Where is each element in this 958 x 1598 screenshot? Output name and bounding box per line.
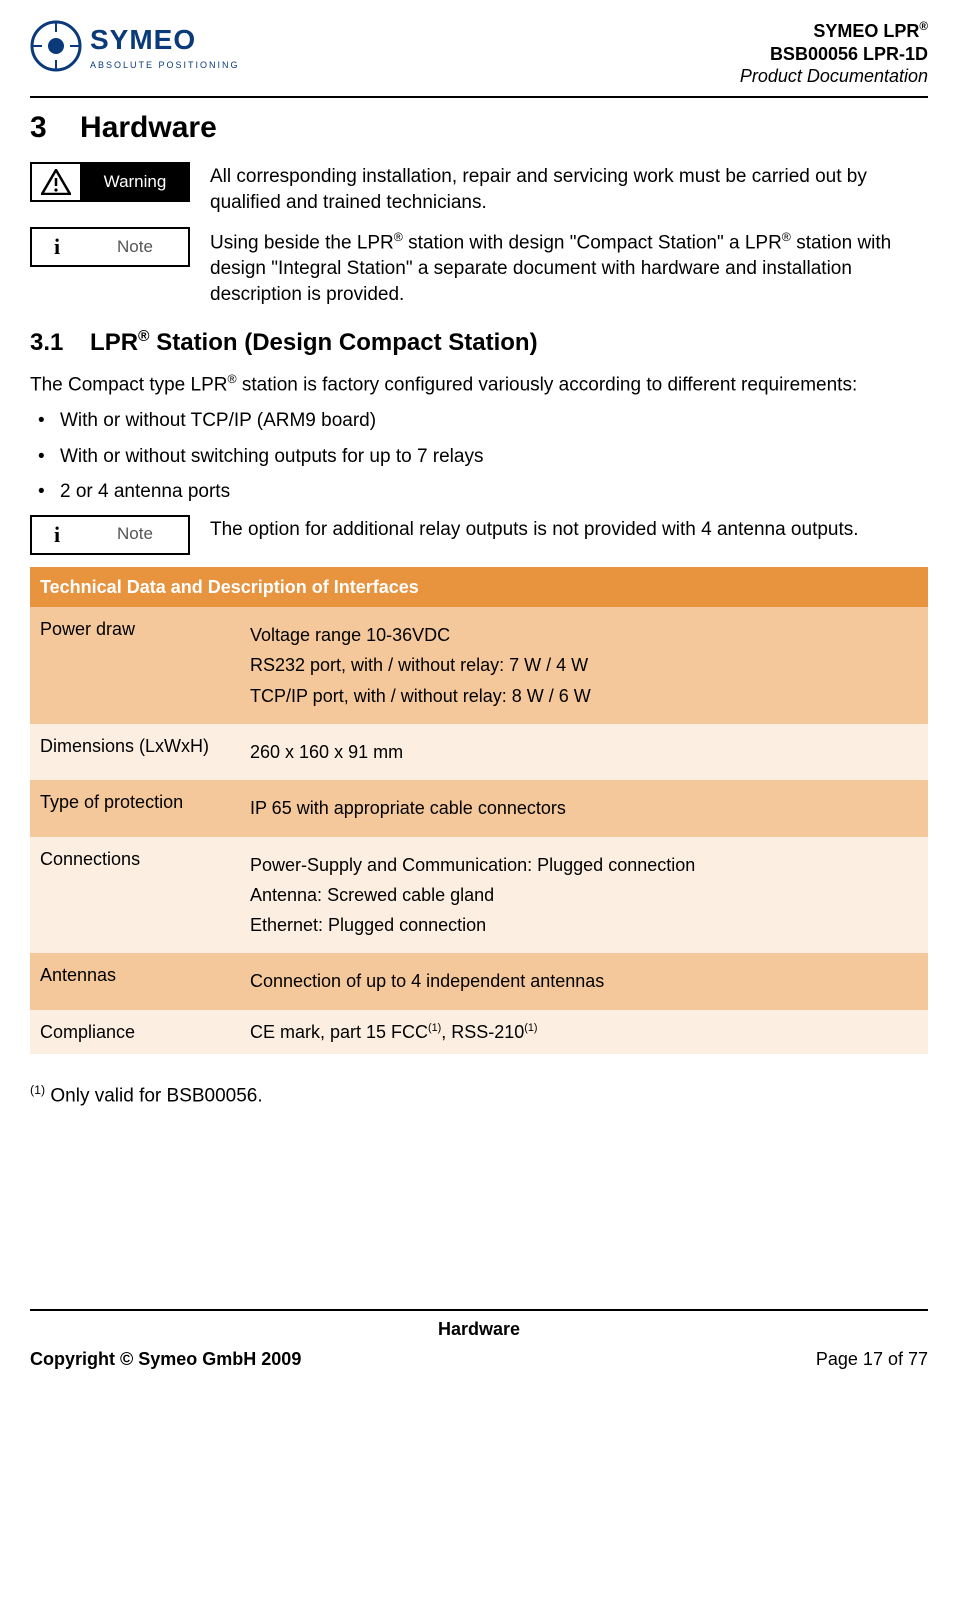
table-cell-line: Power-Supply and Communication: Plugged … (250, 853, 918, 877)
footer-section-name: Hardware (30, 1317, 928, 1341)
table-cell-label: Connections (30, 837, 240, 954)
table-cell-label: Type of protection (30, 780, 240, 836)
table-row: Dimensions (LxWxH) 260 x 160 x 91 mm (30, 724, 928, 780)
table-cell-value: CE mark, part 15 FCC(1), RSS-210(1) (240, 1010, 928, 1054)
footnote-sup: (1) (30, 1083, 45, 1097)
page-header: SYMEO ABSOLUTE POSITIONING SYMEO LPR® BS… (30, 20, 928, 98)
list-item: With or without switching outputs for up… (30, 444, 928, 470)
note-badge: i Note (30, 515, 190, 555)
warning-label: Warning (82, 164, 188, 200)
table-cell-label: Power draw (30, 607, 240, 724)
logo-icon (30, 20, 82, 72)
subsection-heading: 3.1 LPR® Station (Design Compact Station… (30, 326, 928, 359)
table-cell-line: Antenna: Screwed cable gland (250, 883, 918, 907)
table-cell-line: RS232 port, with / without relay: 7 W / … (250, 653, 918, 677)
info-icon: i (32, 517, 82, 553)
logo-title: SYMEO (90, 21, 240, 59)
intro-paragraph: The Compact type LPR® station is factory… (30, 371, 928, 398)
table-cell-line: Connection of up to 4 independent antenn… (250, 969, 918, 993)
table-cell-label: Antennas (30, 953, 240, 1009)
registered-icon: ® (138, 328, 150, 345)
warning-badge: Warning (30, 162, 190, 203)
logo: SYMEO ABSOLUTE POSITIONING (30, 20, 240, 72)
note-label: Note (82, 229, 188, 265)
list-item: With or without TCP/IP (ARM9 board) (30, 408, 928, 434)
logo-text: SYMEO ABSOLUTE POSITIONING (90, 21, 240, 71)
table-cell-label: Dimensions (LxWxH) (30, 724, 240, 780)
section-heading: 3 Hardware (30, 108, 928, 149)
table-cell-line: TCP/IP port, with / without relay: 8 W /… (250, 684, 918, 708)
header-doc-info: SYMEO LPR® BSB00056 LPR-1D Product Docum… (740, 20, 928, 88)
table-row: Connections Power-Supply and Communicatio… (30, 837, 928, 954)
table-row: Type of protection IP 65 with appropriate… (30, 780, 928, 836)
table-cell-value: 260 x 160 x 91 mm (240, 724, 928, 780)
section-title: Hardware (80, 111, 217, 144)
table-row: ComplianceCE mark, part 15 FCC(1), RSS-2… (30, 1010, 928, 1054)
technical-data-table: Technical Data and Description of Interf… (30, 567, 928, 1054)
registered-icon: ® (919, 20, 928, 33)
table-cell-line: Ethernet: Plugged connection (250, 913, 918, 937)
list-item: 2 or 4 antenna ports (30, 479, 928, 505)
table-body: Power draw Voltage range 10-36VDC RS232 po… (30, 607, 928, 1054)
note1-b: station with design "Compact Station" a … (403, 233, 782, 254)
table-cell-value: IP 65 with appropriate cable connectors (240, 780, 928, 836)
section-number: 3 (30, 111, 47, 144)
warning-callout: Warning All corresponding installation, … (30, 162, 928, 215)
footnote-text: Only valid for BSB00056. (45, 1085, 263, 1106)
intro-b: station is factory configured variously … (237, 374, 858, 395)
header-line3: Product Documentation (740, 65, 928, 88)
intro-a: The Compact type LPR (30, 374, 227, 395)
note-label: Note (82, 517, 188, 553)
copyright: Copyright © Symeo GmbH 2009 (30, 1347, 301, 1371)
warning-text: All corresponding installation, repair a… (210, 162, 928, 215)
footnote: (1) Only valid for BSB00056. (30, 1082, 928, 1109)
config-bullet-list: With or without TCP/IP (ARM9 board) With… (30, 408, 928, 505)
warning-triangle-icon (32, 164, 82, 200)
note1-a: Using beside the LPR (210, 233, 394, 254)
table-cell-line: Voltage range 10-36VDC (250, 623, 918, 647)
note2-text: The option for additional relay outputs … (210, 515, 928, 543)
note-badge: i Note (30, 227, 190, 267)
table-cell-line: 260 x 160 x 91 mm (250, 740, 918, 764)
table-cell-value: Voltage range 10-36VDC RS232 port, with /… (240, 607, 928, 724)
subsection-title-a: LPR (90, 329, 138, 356)
header-line2: BSB00056 LPR-1D (740, 43, 928, 66)
registered-icon: ® (394, 230, 403, 244)
header-line1: SYMEO LPR® (740, 20, 928, 43)
subsection-number: 3.1 (30, 329, 63, 356)
table-cell-value: Connection of up to 4 independent antenn… (240, 953, 928, 1009)
table-row: Power draw Voltage range 10-36VDC RS232 po… (30, 607, 928, 724)
logo-subtitle: ABSOLUTE POSITIONING (90, 59, 240, 71)
note-callout-2: i Note The option for additional relay o… (30, 515, 928, 555)
table-cell-value: Power-Supply and Communication: Plugged … (240, 837, 928, 954)
table-row: Antennas Connection of up to 4 independen… (30, 953, 928, 1009)
subsection-title-b: Station (Design Compact Station) (150, 329, 538, 356)
page-number: Page 17 of 77 (816, 1347, 928, 1371)
note1-text: Using beside the LPR® station with desig… (210, 227, 928, 307)
table-cell-label: Compliance (30, 1010, 240, 1054)
table-cell-line: IP 65 with appropriate cable connectors (250, 796, 918, 820)
page-footer: Hardware Copyright © Symeo GmbH 2009 Pag… (30, 1309, 928, 1372)
header-line1-text: SYMEO LPR (813, 21, 919, 41)
note-callout-1: i Note Using beside the LPR® station wit… (30, 227, 928, 307)
table-header: Technical Data and Description of Interf… (30, 567, 928, 607)
info-icon: i (32, 229, 82, 265)
footer-bottom-row: Copyright © Symeo GmbH 2009 Page 17 of 7… (30, 1347, 928, 1371)
registered-icon: ® (227, 372, 236, 386)
registered-icon: ® (782, 230, 791, 244)
